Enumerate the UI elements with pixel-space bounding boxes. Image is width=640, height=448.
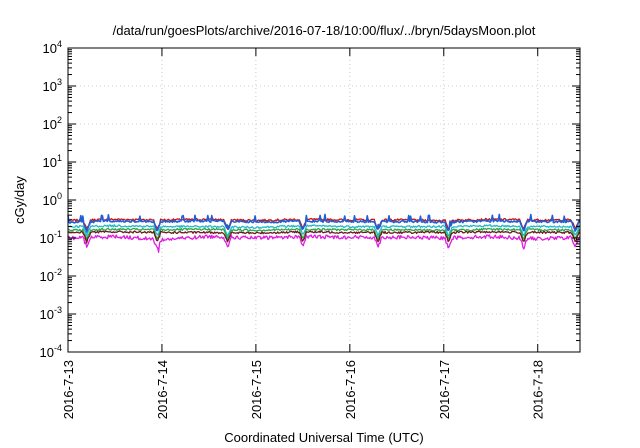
series-line [67, 224, 581, 238]
y-tick-label: 101 [43, 153, 62, 170]
series-line [67, 230, 581, 244]
x-tick-label: 2016-7-16 [343, 360, 358, 419]
x-tick-label: 2016-7-18 [531, 360, 546, 419]
y-axis: 10-4 10-3 10-2 10-1 100 101 102 103 104 [40, 39, 580, 360]
y-tick-label: 10-1 [40, 229, 62, 246]
x-tick-label: 2016-7-14 [155, 360, 170, 419]
x-axis: 2016-7-13 2016-7-14 2016-7-15 2016-7-16 2016… [61, 48, 546, 419]
y-tick-label: 10-3 [40, 305, 62, 322]
y-tick-label: 103 [43, 77, 62, 94]
y-tick-label: 10-4 [40, 343, 62, 360]
y-axis-label: cGy/day [12, 176, 27, 224]
series-line [67, 234, 581, 253]
series-line [67, 227, 581, 241]
x-axis-label: Coordinated Universal Time (UTC) [224, 430, 423, 445]
grid [68, 48, 580, 352]
y-tick-label: 100 [43, 191, 62, 208]
y-tick-label: 10-2 [40, 267, 62, 284]
x-tick-label: 2016-7-17 [437, 360, 452, 419]
series-line [67, 213, 581, 233]
x-tick-label: 2016-7-13 [61, 360, 76, 419]
y-tick-label: 104 [43, 39, 62, 56]
y-tick-label: 102 [43, 115, 62, 132]
plot-series [67, 213, 581, 253]
chart-title: /data/run/goesPlots/archive/2016-07-18/1… [113, 23, 536, 38]
x-tick-label: 2016-7-15 [249, 360, 264, 419]
